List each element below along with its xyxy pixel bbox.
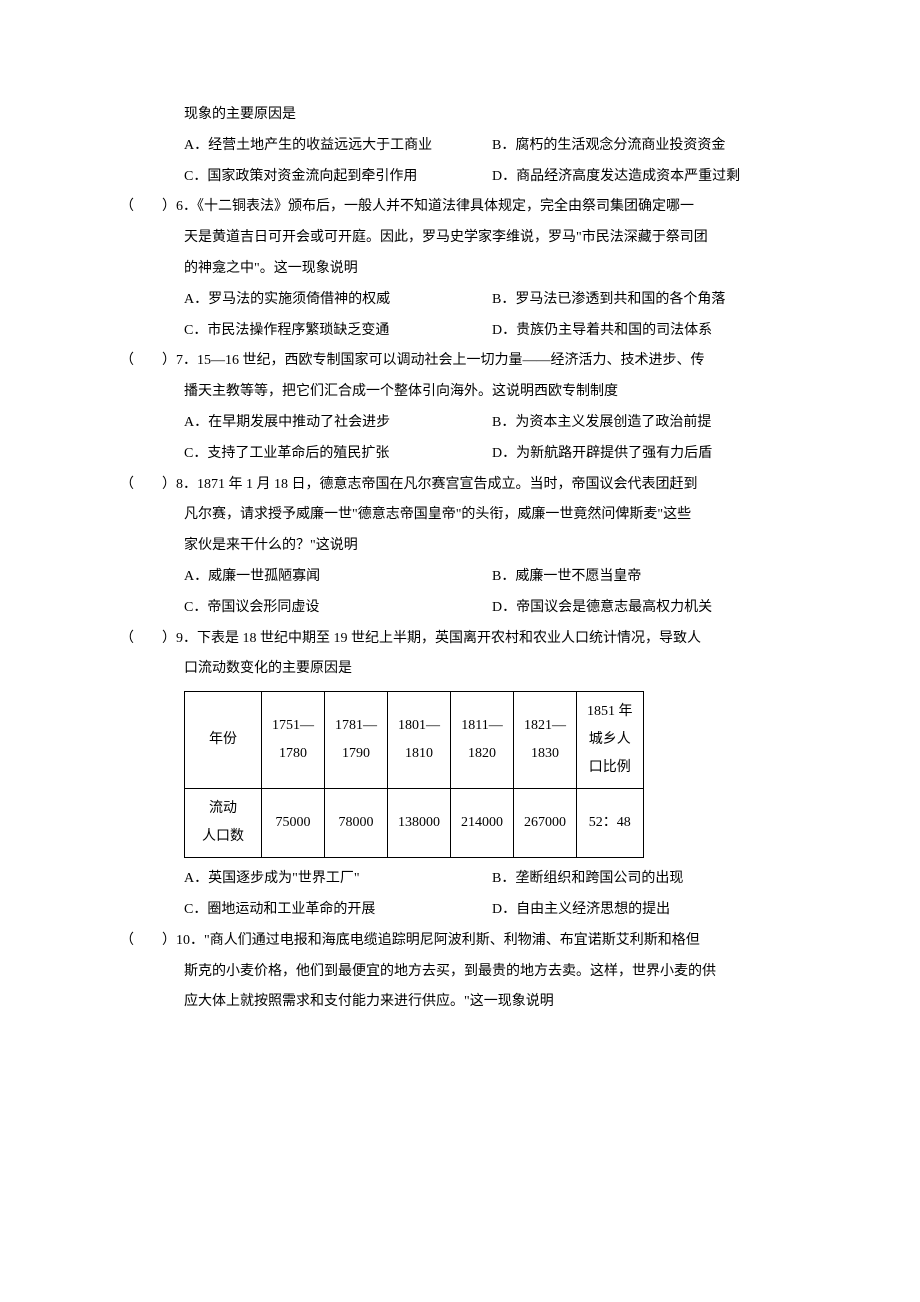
q9-th-c5: 1851 年城乡人口比例 <box>577 692 644 789</box>
q9-stem2: 口流动数变化的主要原因是 <box>120 654 800 685</box>
q8-choice-d[interactable]: D．帝国议会是德意志最高权力机关 <box>492 593 800 624</box>
q9-table: 年份 1751—1780 1781—1790 1801—1810 1811—18… <box>184 691 644 858</box>
q7-choices: A．在早期发展中推动了社会进步 B．为资本主义发展创造了政治前提 C．支持了工业… <box>120 408 800 470</box>
q9-choice-c[interactable]: C．圈地运动和工业革命的开展 <box>184 895 492 926</box>
q7-stem1: 15—16 世纪，西欧专制国家可以调动社会上一切力量——经济活力、技术进步、传 <box>197 353 705 368</box>
q8-choice-b[interactable]: B．威廉一世不愿当皇帝 <box>492 562 800 593</box>
q8-stem3: 家伙是来干什么的？"这说明 <box>120 531 800 562</box>
q9-stem1: 下表是 18 世纪中期至 19 世纪上半期，英国离开农村和农业人口统计情况，导致… <box>197 631 701 646</box>
q8-choices: A．威廉一世孤陋寡闻 B．威廉一世不愿当皇帝 C．帝国议会形同虚设 D．帝国议会… <box>120 562 800 624</box>
q9-line1: （ ）9．下表是 18 世纪中期至 19 世纪上半期，英国离开农村和农业人口统计… <box>120 624 800 655</box>
q9-th-c4: 1821—1830 <box>514 692 577 789</box>
q8-choice-c[interactable]: C．帝国议会形同虚设 <box>184 593 492 624</box>
q5-choice-d[interactable]: D．商品经济高度发达造成资本严重过剩 <box>492 162 800 193</box>
q9-td-label: 流动人口数 <box>185 789 262 858</box>
q9-th-c2: 1801—1810 <box>388 692 451 789</box>
q6-stem2: 天是黄道吉日可开会或可开庭。因此，罗马史学家李维说，罗马"市民法深藏于祭司团 <box>120 223 800 254</box>
q6-choices: A．罗马法的实施须倚借神的权威 B．罗马法已渗透到共和国的各个角落 C．市民法操… <box>120 285 800 347</box>
q8-stem2: 凡尔赛，请求授予威廉一世"德意志帝国皇帝"的头衔，威廉一世竟然问俾斯麦"这些 <box>120 500 800 531</box>
q10-stem2: 斯克的小麦价格，他们到最便宜的地方去买，到最贵的地方去卖。这样，世界小麦的供 <box>120 957 800 988</box>
q7-stem2: 播天主教等等，把它们汇合成一个整体引向海外。这说明西欧专制制度 <box>120 377 800 408</box>
table-row: 年份 1751—1780 1781—1790 1801—1810 1811—18… <box>185 692 644 789</box>
q9-th-c0: 1751—1780 <box>262 692 325 789</box>
q7-line1: （ ）7．15—16 世纪，西欧专制国家可以调动社会上一切力量——经济活力、技术… <box>120 346 800 377</box>
q7-prefix[interactable]: （ ）7． <box>120 353 197 368</box>
q9-choice-a[interactable]: A．英国逐步成为"世界工厂" <box>184 864 492 895</box>
q7-choice-c[interactable]: C．支持了工业革命后的殖民扩张 <box>184 439 492 470</box>
q6-stem1: 《十二铜表法》颁布后，一般人并不知道法律具体规定，完全由祭司集团确定哪一 <box>197 199 694 214</box>
q9-td-c5: 52：48 <box>577 789 644 858</box>
q6-choice-a[interactable]: A．罗马法的实施须倚借神的权威 <box>184 285 492 316</box>
q9-choice-b[interactable]: B．垄断组织和跨国公司的出现 <box>492 864 800 895</box>
q5-choices: A．经营土地产生的收益远远大于工商业 B．腐朽的生活观念分流商业投资资金 C．国… <box>120 131 800 193</box>
q6-choice-d[interactable]: D．贵族仍主导着共和国的司法体系 <box>492 316 800 347</box>
q10-line1: （ ）10．"商人们通过电报和海底电缆追踪明尼阿波利斯、利物浦、布宜诺斯艾利斯和… <box>120 926 800 957</box>
q5-choice-b[interactable]: B．腐朽的生活观念分流商业投资资金 <box>492 131 800 162</box>
q6-line1: （ ）6．《十二铜表法》颁布后，一般人并不知道法律具体规定，完全由祭司集团确定哪… <box>120 192 800 223</box>
q9-prefix[interactable]: （ ）9． <box>120 631 197 646</box>
q10-prefix[interactable]: （ ）10． <box>120 933 204 948</box>
q10-stem1: "商人们通过电报和海底电缆追踪明尼阿波利斯、利物浦、布宜诺斯艾利斯和格但 <box>204 933 700 948</box>
q9-th-c3: 1811—1820 <box>451 692 514 789</box>
q5-choice-a[interactable]: A．经营土地产生的收益远远大于工商业 <box>184 131 492 162</box>
q8-stem1: 1871 年 1 月 18 日，德意志帝国在凡尔赛宫宣告成立。当时，帝国议会代表… <box>197 477 698 492</box>
q9-choice-d[interactable]: D．自由主义经济思想的提出 <box>492 895 800 926</box>
q9-td-c0: 75000 <box>262 789 325 858</box>
q9-td-c4: 267000 <box>514 789 577 858</box>
q6-choice-b[interactable]: B．罗马法已渗透到共和国的各个角落 <box>492 285 800 316</box>
q5-choice-c[interactable]: C．国家政策对资金流向起到牵引作用 <box>184 162 492 193</box>
table-row: 流动人口数 75000 78000 138000 214000 267000 5… <box>185 789 644 858</box>
q10-stem3: 应大体上就按照需求和支付能力来进行供应。"这一现象说明 <box>120 987 800 1018</box>
q7-choice-d[interactable]: D．为新航路开辟提供了强有力后盾 <box>492 439 800 470</box>
q9-th-year: 年份 <box>185 692 262 789</box>
q7-choice-a[interactable]: A．在早期发展中推动了社会进步 <box>184 408 492 439</box>
q6-stem3: 的神龛之中"。这一现象说明 <box>120 254 800 285</box>
q8-choice-a[interactable]: A．威廉一世孤陋寡闻 <box>184 562 492 593</box>
q9-td-c3: 214000 <box>451 789 514 858</box>
q9-td-c2: 138000 <box>388 789 451 858</box>
q9-td-c1: 78000 <box>325 789 388 858</box>
q5-stem-cont: 现象的主要原因是 <box>120 100 800 131</box>
q7-choice-b[interactable]: B．为资本主义发展创造了政治前提 <box>492 408 800 439</box>
q8-prefix[interactable]: （ ）8． <box>120 477 197 492</box>
q6-choice-c[interactable]: C．市民法操作程序繁琐缺乏变通 <box>184 316 492 347</box>
q9-choices: A．英国逐步成为"世界工厂" B．垄断组织和跨国公司的出现 C．圈地运动和工业革… <box>120 864 800 926</box>
q9-th-c1: 1781—1790 <box>325 692 388 789</box>
q8-line1: （ ）8．1871 年 1 月 18 日，德意志帝国在凡尔赛宫宣告成立。当时，帝… <box>120 470 800 501</box>
q6-prefix[interactable]: （ ）6． <box>120 199 197 214</box>
